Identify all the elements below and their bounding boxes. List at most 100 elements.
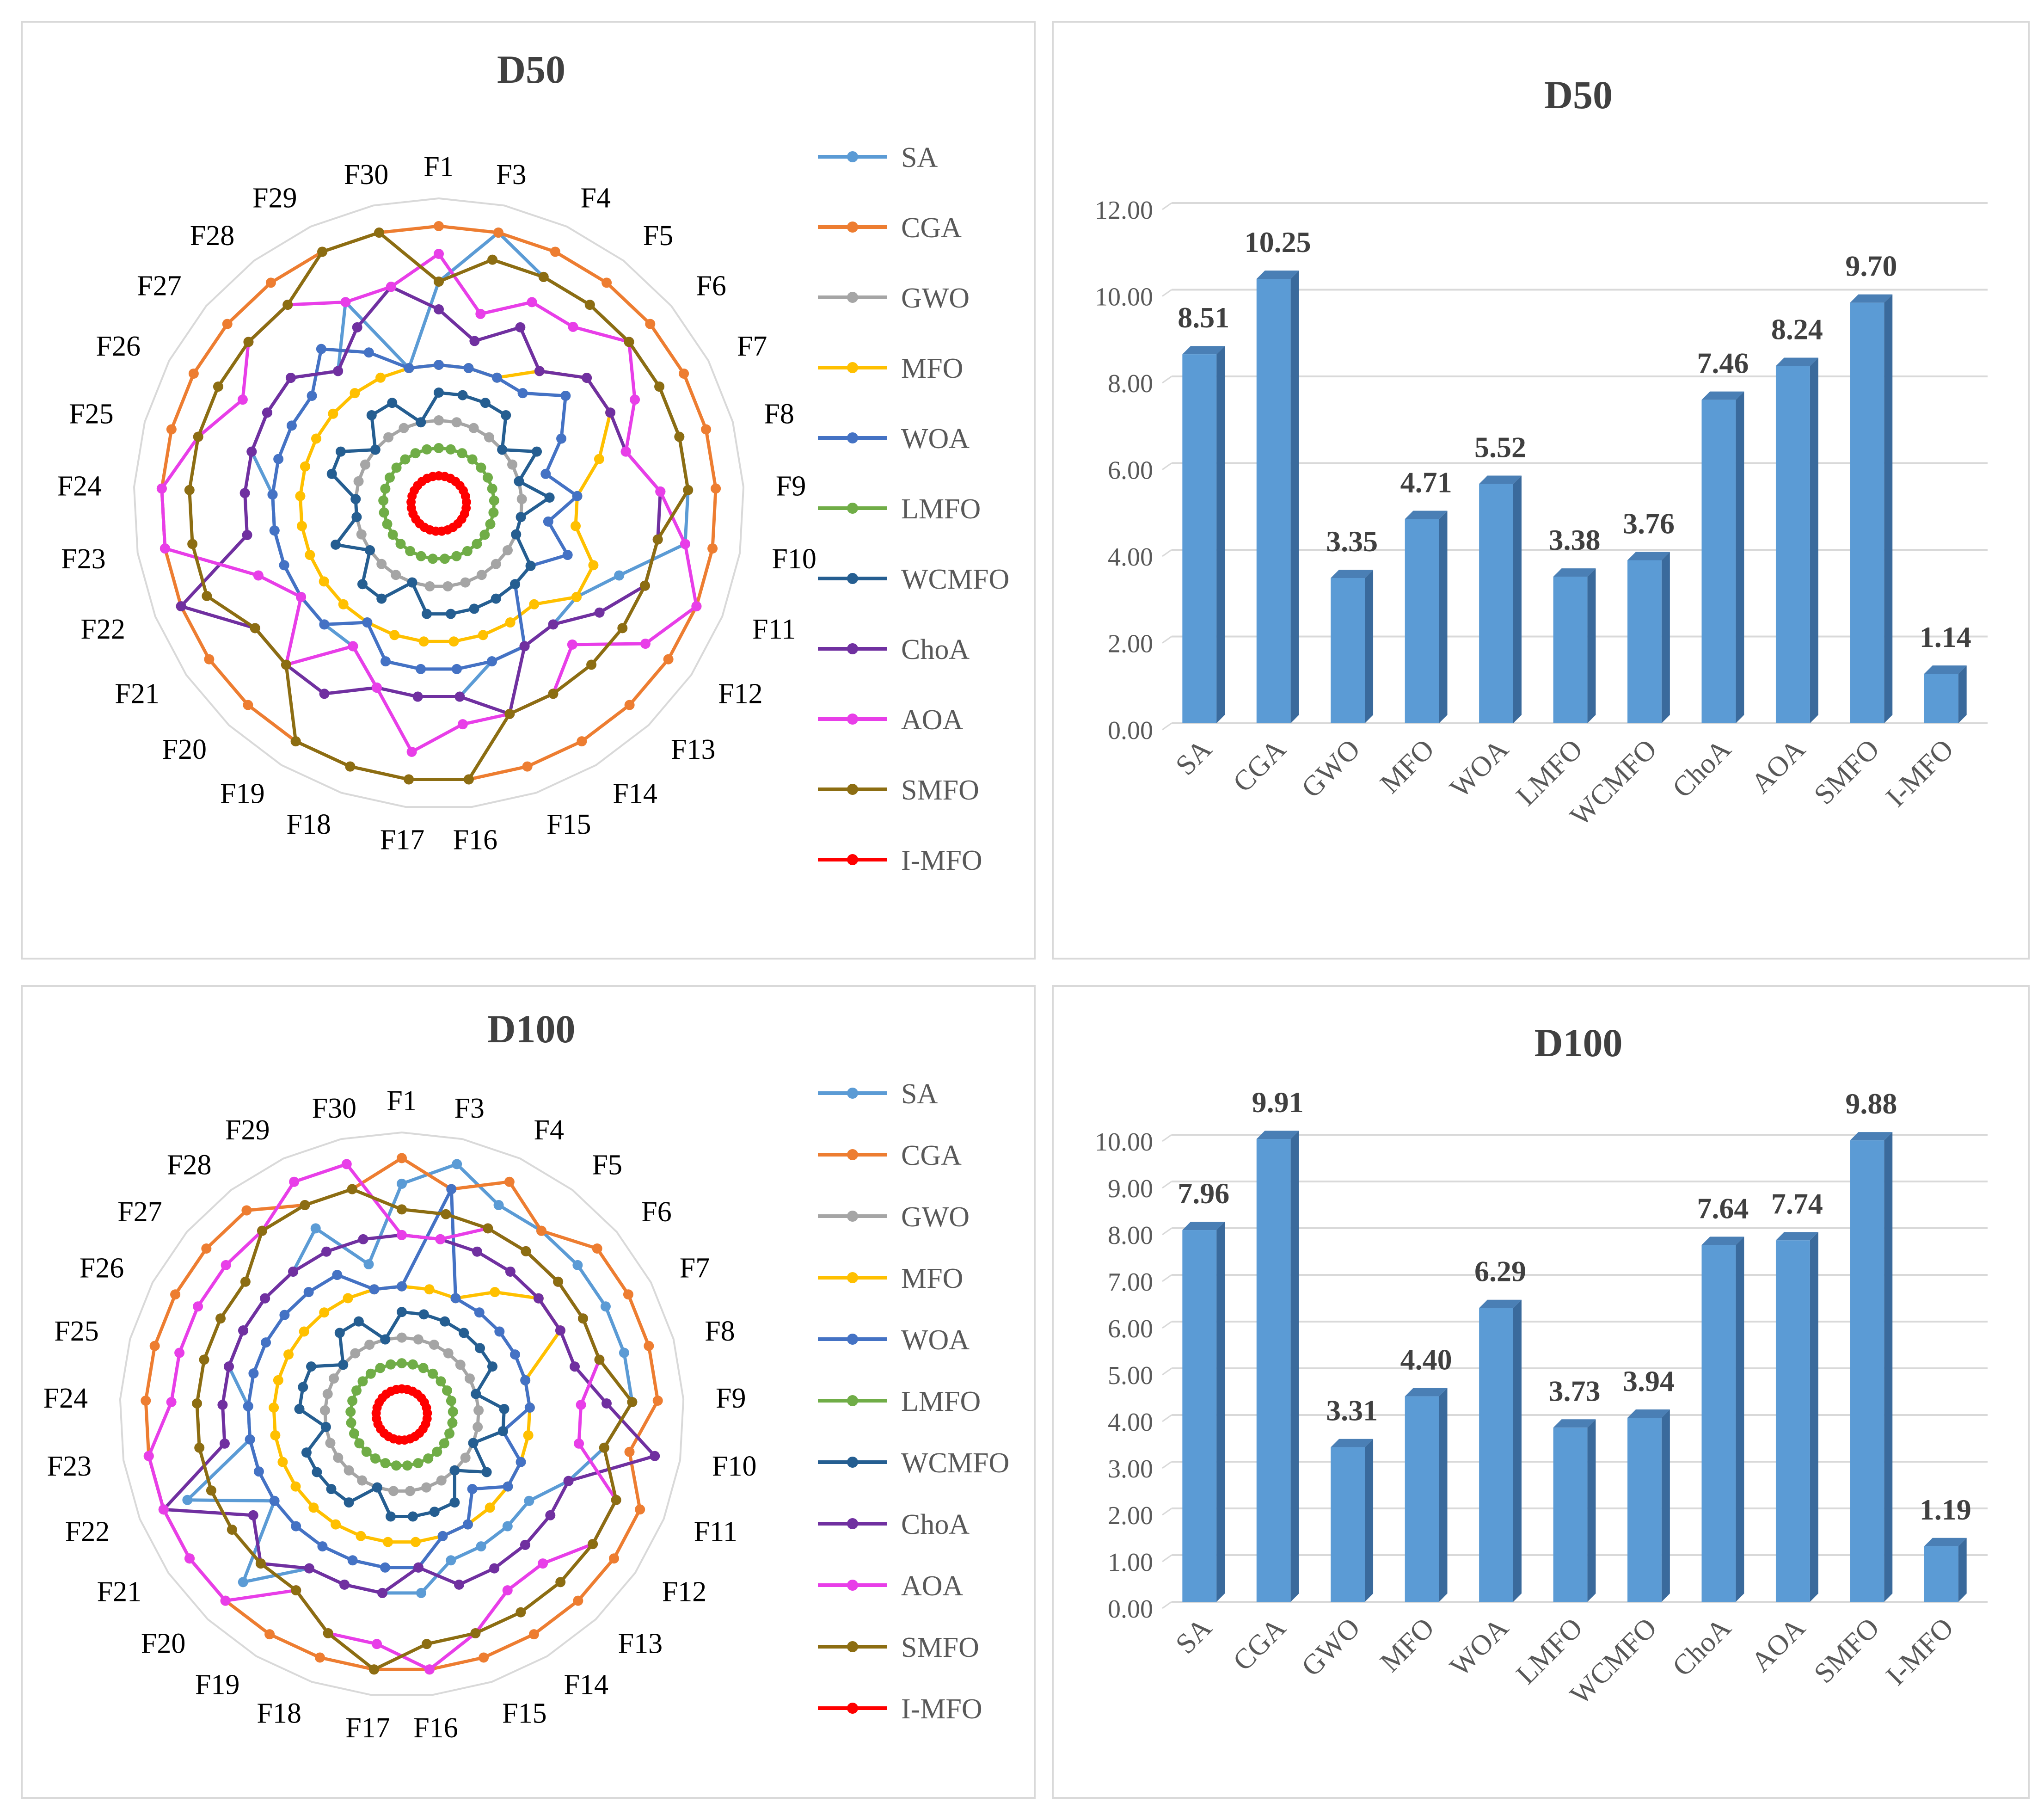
data-point-cga-f6 <box>592 1243 602 1254</box>
bar-top <box>1182 1222 1225 1231</box>
data-point-woa-f13 <box>467 1484 478 1495</box>
data-point-lmfo-f28 <box>400 454 411 465</box>
data-point-lmfo-f3 <box>407 1359 418 1370</box>
data-point-mfo-f27 <box>299 1326 309 1337</box>
data-point-choa-f29 <box>321 1246 332 1257</box>
x-tick-label: ChoA <box>1666 733 1737 804</box>
data-point-choa-f7 <box>555 1325 565 1336</box>
bar-mfo: 4.40 <box>1400 1343 1452 1602</box>
data-point-choa-f5 <box>534 366 545 376</box>
legend-item-choa: ChoA <box>818 634 970 665</box>
data-point-woa-f18 <box>347 1555 358 1566</box>
axis-label-f29: F29 <box>252 182 297 214</box>
data-point-smfo-f26 <box>215 1313 226 1324</box>
data-point-gwo-f26 <box>360 459 370 470</box>
bar-side <box>1439 511 1448 723</box>
data-point-gwo-f19 <box>357 1475 368 1486</box>
legend-marker <box>847 362 858 373</box>
axis-label-f1: F1 <box>387 1085 417 1117</box>
bar-aoa: 7.74 <box>1771 1187 1823 1602</box>
bar-side <box>1736 1237 1744 1602</box>
gridline-depth <box>1162 722 1172 731</box>
series-wcmfo <box>326 388 555 619</box>
data-point-woa-f1 <box>434 360 444 370</box>
legend-label: AOA <box>901 704 964 736</box>
axis-label-f4: F4 <box>581 182 611 214</box>
legend-label: CGA <box>901 1140 962 1171</box>
data-label: 1.19 <box>1920 1493 1971 1526</box>
data-point-woa-f30 <box>369 1284 380 1295</box>
bar-gwo: 3.31 <box>1326 1394 1378 1602</box>
data-point-lmfo-f15 <box>413 1458 424 1469</box>
legend-marker <box>847 1395 858 1406</box>
data-point-woa-f21 <box>269 1495 280 1506</box>
data-point-mfo-f20 <box>308 1502 319 1513</box>
axis-label-f21: F21 <box>115 678 159 710</box>
data-point-gwo-f21 <box>333 1452 344 1463</box>
data-point-aoa-f21 <box>184 1553 195 1564</box>
data-point-cga-f18 <box>314 1652 325 1663</box>
bar-woa: 6.29 <box>1474 1255 1526 1602</box>
data-point-aoa-f10 <box>680 539 690 549</box>
data-point-choa-f26 <box>262 407 272 418</box>
legend-marker <box>847 854 858 865</box>
series-smfo <box>192 1184 638 1675</box>
data-point-aoa-f19 <box>348 641 358 652</box>
data-point-smfo-f25 <box>193 431 203 442</box>
data-label: 7.64 <box>1697 1192 1749 1224</box>
data-point-woa-f8 <box>540 468 551 479</box>
legend-item-smfo: SMFO <box>818 775 979 806</box>
data-point-smfo-f27 <box>240 1276 251 1287</box>
bar-front <box>1775 366 1810 723</box>
axis-label-f22: F22 <box>80 614 125 645</box>
data-point-woa-f24 <box>267 489 278 500</box>
data-point-lmfo-f20 <box>395 539 406 549</box>
data-point-mfo-f18 <box>389 630 400 640</box>
data-point-lmfo-f19 <box>405 546 416 556</box>
data-point-lmfo-f3 <box>445 444 456 455</box>
data-point-cga-f5 <box>602 277 612 288</box>
data-point-wcmfo-f6 <box>497 444 508 455</box>
data-point-cga-f3 <box>493 228 503 238</box>
data-point-woa-f19 <box>317 1541 328 1552</box>
bar-i-mfo: 1.19 <box>1920 1493 1971 1602</box>
bar-front <box>1775 1240 1810 1602</box>
data-point-aoa-f7 <box>630 394 640 405</box>
legend-marker <box>847 1641 858 1652</box>
data-point-wcmfo-f4 <box>480 398 491 408</box>
data-point-lmfo-f26 <box>351 1385 362 1396</box>
legend-marker <box>847 1518 858 1529</box>
bar-front <box>1701 1245 1736 1602</box>
bar-chart-svg: D100 0.00 1.00 2.00 3.00 4.00 5.00 6.00 7.00 8.0… <box>1095 1021 1988 1711</box>
data-point-mfo-f21 <box>290 1481 301 1492</box>
bar-woa: 5.52 <box>1474 431 1526 723</box>
gridline-depth <box>1162 1601 1172 1609</box>
axis-label-f16: F16 <box>413 1712 458 1744</box>
series-line-wcmfo <box>330 391 552 616</box>
data-point-mfo-f17 <box>418 636 429 647</box>
data-point-lmfo-f4 <box>418 1363 429 1373</box>
data-point-choa-f17 <box>377 1587 388 1598</box>
radar-frame <box>119 1131 685 1696</box>
data-label: 9.88 <box>1845 1087 1897 1120</box>
data-point-lmfo-f17 <box>428 554 438 564</box>
radar-chart-svg: D100 F1 F3 F4 F5 F6 F7 F8 F9 F10 F11 F12 F13 F14 F15 F… <box>43 1007 1010 1744</box>
data-point-mfo-f3 <box>424 1284 435 1295</box>
bar-top <box>1775 357 1818 366</box>
data-point-smfo-f19 <box>290 736 301 747</box>
y-tick-label: 0.00 <box>1108 716 1153 745</box>
data-point-woa-f22 <box>279 560 289 571</box>
data-point-smfo-f10 <box>652 534 663 545</box>
gridline-depth <box>1162 1554 1172 1563</box>
series-woa <box>267 344 583 674</box>
bar-top <box>1924 1538 1967 1546</box>
bar-side <box>1587 1419 1596 1602</box>
legend-item-aoa: AOA <box>818 704 964 736</box>
gridline-depth <box>1162 1181 1172 1189</box>
data-point-aoa-f29 <box>340 297 351 308</box>
bar-side <box>1365 1439 1374 1602</box>
bar-smfo: 9.88 <box>1845 1087 1897 1602</box>
data-point-woa-f27 <box>307 390 317 401</box>
legend-item-sa: SA <box>818 142 938 173</box>
data-point-wcmfo-f8 <box>514 476 524 486</box>
